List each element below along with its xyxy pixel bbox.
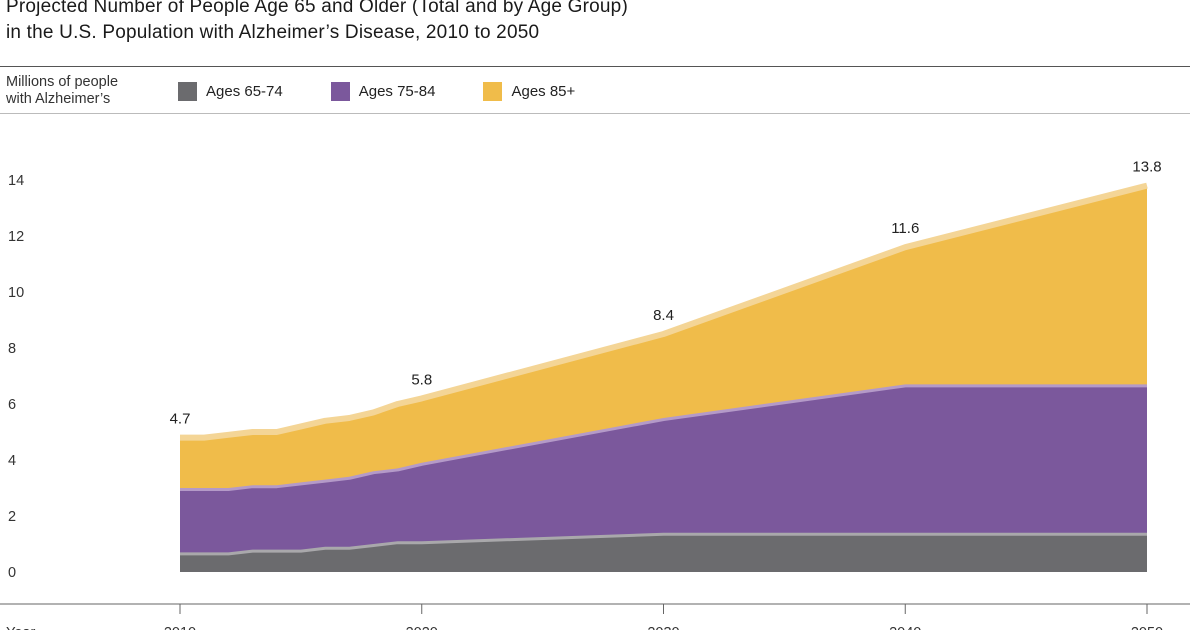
y-tick-label: 0: [8, 565, 16, 581]
chart-title-line-1: Projected Number of People Age 65 and Ol…: [6, 0, 628, 17]
legend-label-85-plus: Ages 85+: [511, 83, 576, 100]
y-axis-label-line-2: with Alzheimer’s: [6, 91, 111, 107]
y-axis-ticks: 0 2 4 6 8 10 12 14: [8, 173, 24, 581]
legend: Ages 65-74 Ages 75-84 Ages 85+: [178, 82, 623, 101]
x-tick-label: 2020: [406, 625, 438, 630]
y-tick-label: 10: [8, 285, 24, 301]
x-tick-label: 2050: [1131, 625, 1163, 630]
x-axis: Year 2010 2020 2030 2040 2050: [0, 603, 1190, 630]
legend-item-85-plus: Ages 85+: [483, 82, 575, 101]
legend-divider: [0, 113, 1190, 114]
legend-swatch-65-74: [178, 82, 197, 101]
y-tick-label: 12: [8, 229, 24, 245]
y-tick-label: 8: [8, 341, 16, 357]
total-labels: 4.7 5.8 8.4 11.6 13.8: [170, 159, 1162, 428]
total-label-2020: 5.8: [411, 371, 432, 388]
total-label-2010: 4.7: [170, 411, 191, 428]
total-label-2050: 13.8: [1132, 159, 1161, 176]
chart-title-block: Projected Number of People Age 65 and Ol…: [6, 0, 628, 46]
y-tick-label: 6: [8, 397, 16, 413]
chart-title-line-2: in the U.S. Population with Alzheimer’s …: [6, 22, 540, 43]
total-label-2040: 11.6: [891, 220, 919, 237]
legend-swatch-85-plus: [483, 82, 503, 101]
total-label-2030: 8.4: [653, 307, 674, 324]
legend-label-75-84: Ages 75-84: [358, 83, 436, 100]
area-layers: [180, 182, 1148, 572]
title-divider: [0, 66, 1190, 67]
y-tick-label: 2: [8, 509, 16, 525]
y-tick-label: 4: [8, 453, 16, 469]
area-ages-85-plus-cap: [180, 182, 1148, 441]
x-tick-label: 2010: [164, 625, 196, 630]
legend-swatch-75-84: [330, 82, 350, 101]
x-tick-label: 2040: [889, 625, 921, 630]
legend-item-75-84: Ages 75-84: [330, 82, 436, 101]
y-tick-label: 14: [8, 173, 24, 189]
y-axis-label-line-1: Millions of people: [6, 74, 119, 90]
legend-item-65-74: Ages 65-74: [178, 82, 283, 101]
y-axis-label: Millions of people with Alzheimer’s: [6, 74, 156, 108]
legend-label-65-74: Ages 65-74: [206, 83, 283, 100]
x-axis-title: Year: [6, 625, 35, 630]
area-ages-75-84: [180, 384, 1147, 553]
x-tick-label: 2030: [647, 625, 679, 630]
